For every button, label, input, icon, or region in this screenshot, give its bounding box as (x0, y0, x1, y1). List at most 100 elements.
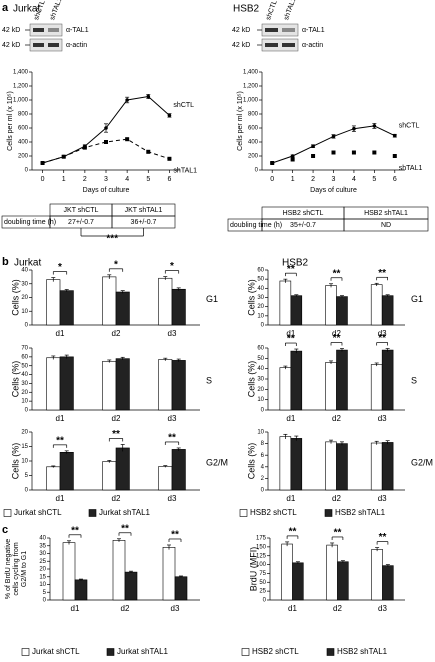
point (82, 145, 87, 150)
y-tick-label: 15 (39, 574, 46, 580)
point (290, 157, 295, 162)
y-tick-label: 30 (257, 295, 264, 301)
bar (59, 451, 74, 491)
x-tick-label: 0 (41, 176, 45, 183)
lane-label: shCTL (265, 0, 279, 21)
y-tick-label: 10 (257, 430, 264, 436)
y-tick-label: 800 (18, 112, 29, 118)
blot-band (265, 43, 278, 47)
blot-band (33, 28, 44, 32)
point (104, 140, 108, 144)
y-tick-label: 40 (39, 536, 46, 542)
significance: ** (289, 527, 297, 538)
point (352, 126, 356, 131)
bar (336, 349, 348, 411)
y-axis-label: Cells (%) (246, 279, 256, 316)
legend-label: HSB2 shTAL1 (337, 647, 388, 656)
panel-label: c (2, 524, 8, 536)
table-value: ND (381, 222, 391, 229)
y-tick-label: 4 (261, 464, 265, 470)
y-tick-label: 20 (21, 390, 28, 396)
x-tick-label: d2 (112, 494, 121, 503)
y-axis-label: Cells per ml (x 10⁵) (7, 91, 14, 151)
table-header: JKT shTAL1 (125, 207, 163, 214)
antibody-label: α-TAL1 (66, 27, 89, 34)
phase-label: G1 (411, 294, 423, 304)
x-tick-label: d3 (168, 329, 177, 338)
y-tick-label: 1,200 (13, 84, 29, 90)
bar (292, 562, 304, 601)
significance: ** (379, 532, 387, 543)
blot-band (48, 28, 59, 32)
y-axis-label: cells cycling from (13, 542, 20, 595)
blot-band (282, 43, 295, 47)
y-axis-label: Cells (%) (246, 361, 256, 398)
x-tick-label: d2 (332, 414, 341, 423)
y-tick-label: 40 (257, 366, 264, 372)
bar (279, 436, 292, 491)
x-tick-label: d3 (378, 494, 387, 503)
point (372, 150, 377, 155)
bar (102, 461, 117, 491)
bar (115, 447, 130, 491)
y-axis-label: BrdU (MFI) (248, 547, 258, 592)
y-tick-label: 100 (256, 562, 267, 568)
y-tick-label: 10 (21, 459, 28, 465)
significance: ** (333, 333, 341, 344)
significance: ** (168, 433, 176, 444)
bar (325, 285, 337, 326)
y-tick-label: 125 (256, 553, 267, 559)
bar (290, 438, 303, 491)
x-tick-label: d2 (121, 604, 130, 613)
y-tick-label: 0 (25, 408, 29, 414)
x-tick-label: 1 (62, 176, 66, 183)
x-tick-label: d3 (171, 604, 180, 613)
bar (112, 540, 126, 601)
y-tick-label: 50 (257, 356, 264, 362)
y-tick-label: 400 (18, 140, 29, 146)
y-axis-label: % of BrdU negative (5, 539, 12, 599)
point (392, 154, 397, 158)
y-tick-label: 1,000 (243, 98, 259, 104)
bar (62, 542, 76, 601)
point (125, 137, 130, 142)
legend-label: Jurkat shTAL1 (99, 508, 151, 517)
x-tick-label: d1 (286, 414, 295, 423)
x-tick-label: 4 (352, 176, 356, 183)
y-tick-label: 60 (21, 354, 28, 360)
significance: * (58, 262, 62, 273)
y-axis-label: Cells (%) (10, 361, 20, 398)
y-axis-label: G2/M to G1 (21, 551, 28, 587)
significance: ** (71, 525, 79, 536)
significance: ** (333, 268, 341, 279)
marker-label: 42 kD (2, 42, 20, 49)
y-tick-label: 1,000 (13, 98, 29, 104)
marker-label: 42 kD (232, 42, 250, 49)
blot-band (33, 43, 44, 47)
y-tick-label: 35 (39, 543, 46, 549)
y-tick-label: 0 (261, 488, 265, 494)
y-tick-label: 0 (263, 598, 267, 604)
bar (102, 276, 117, 326)
blot-band (282, 28, 295, 32)
point (104, 126, 108, 130)
legend-label: Jurkat shCTL (14, 508, 62, 517)
y-tick-label: 6 (261, 453, 265, 459)
bar (59, 290, 74, 326)
x-tick-label: 0 (270, 176, 274, 183)
lane-label: shTAL1 (283, 0, 298, 21)
marker-label: 42 kD (2, 27, 20, 34)
y-tick-label: 0 (25, 323, 29, 329)
legend-swatch (106, 648, 115, 656)
significance: ** (378, 333, 386, 344)
x-tick-label: d3 (378, 604, 387, 613)
phase-label: S (411, 375, 417, 385)
significance: * (114, 259, 118, 270)
y-tick-label: 25 (39, 559, 46, 565)
series-label: shCTL (399, 123, 420, 130)
significance: ** (121, 523, 129, 534)
legend-swatch (21, 648, 30, 656)
antibody-label: α-actin (302, 42, 323, 49)
y-tick-label: 0 (261, 408, 265, 414)
